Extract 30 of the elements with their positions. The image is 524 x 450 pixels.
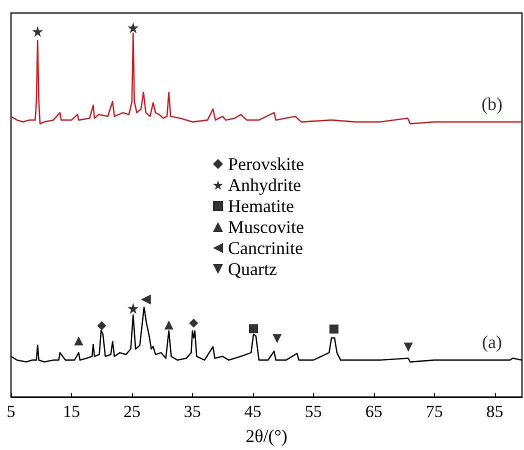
- legend-label: Hematite: [228, 196, 294, 216]
- legend-label: Muscovite: [228, 217, 304, 237]
- point: [189, 318, 198, 328]
- point: [272, 334, 282, 344]
- annotation: (b): [482, 94, 502, 114]
- legend-label: Anhydrite: [228, 175, 301, 195]
- x-tick-label: 55: [304, 402, 322, 421]
- point: [128, 22, 139, 34]
- x-tick-label: 65: [365, 402, 382, 421]
- point: [74, 336, 84, 346]
- point: [404, 342, 413, 352]
- annotation: (a): [482, 332, 502, 352]
- point: [329, 324, 338, 334]
- legend-label: Cancrinite: [228, 238, 303, 258]
- x-tick-label: 25: [123, 402, 140, 421]
- x-tick-label: 15: [62, 402, 80, 421]
- x-tick-label: 85: [486, 402, 504, 421]
- x-tick-label: 75: [426, 402, 443, 421]
- point: [140, 294, 151, 305]
- point: [128, 302, 139, 314]
- x-tick-label: 5: [6, 402, 16, 421]
- legend-label: Quartz: [228, 259, 277, 279]
- x-tick-label: 45: [244, 402, 262, 421]
- point: [164, 320, 174, 330]
- point: [32, 26, 44, 37]
- x-tick-label: 35: [184, 402, 201, 421]
- legend-label: Perovskite: [228, 154, 304, 174]
- x-axis-title: 2θ/(°): [246, 426, 288, 446]
- point: [97, 321, 106, 330]
- point: [249, 324, 258, 334]
